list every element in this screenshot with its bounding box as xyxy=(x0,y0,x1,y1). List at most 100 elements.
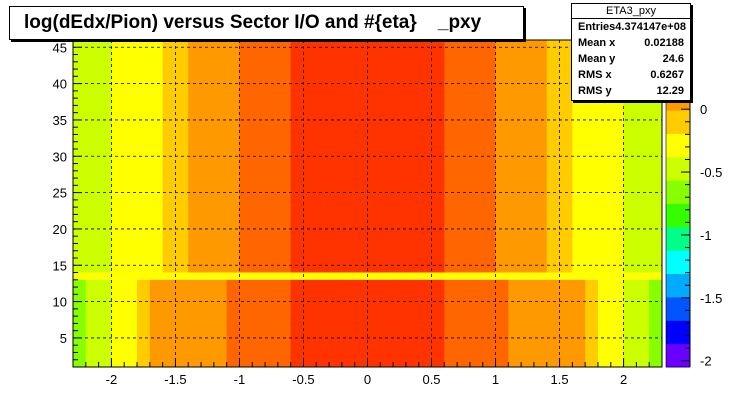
heatmap-cell xyxy=(252,40,266,273)
stats-row: Mean x 0.02188 xyxy=(572,35,690,51)
heatmap-cell xyxy=(585,279,599,367)
stats-label: RMS y xyxy=(578,85,612,97)
heatmap-cell xyxy=(636,279,650,367)
heatmap-cell xyxy=(431,40,445,273)
heatmap-cell xyxy=(226,40,240,273)
y-axis: 5 10 15 20 25 30 35 40 45 xyxy=(53,39,82,368)
x-tick-label: -2 xyxy=(106,372,118,387)
heatmap-cell xyxy=(597,279,612,367)
chart-title: log(dEdx/Pion) versus Sector I/O and #{e… xyxy=(9,6,524,40)
heatmap-cell xyxy=(201,272,215,280)
heatmap-cell xyxy=(265,272,279,280)
heatmap-cell xyxy=(111,272,125,280)
heatmap-cell xyxy=(457,279,471,367)
heatmap-cell xyxy=(495,272,509,280)
heatmap-cell xyxy=(98,279,112,367)
stats-value: 4.374147e+08 xyxy=(615,21,686,33)
heatmap-cell xyxy=(137,40,151,273)
stats-value: 0.6267 xyxy=(650,69,684,81)
z-tick-label: -1 xyxy=(700,228,712,243)
heatmap-cell xyxy=(188,279,202,367)
heatmap-cell xyxy=(213,40,228,273)
heatmap-cell xyxy=(546,279,561,367)
heatmap-cell xyxy=(482,272,497,280)
heatmap-cell xyxy=(469,272,484,280)
heatmap-cell xyxy=(380,279,394,367)
y-tick-label: 40 xyxy=(53,77,67,92)
stats-box: ETA3_pxy Entries 4.374147e+08 Mean x 0.021… xyxy=(571,3,691,101)
heatmap-cell xyxy=(111,40,125,273)
heatmap-cell xyxy=(124,272,138,280)
heatmap-cell xyxy=(444,272,458,280)
grid-lines xyxy=(73,40,662,367)
heatmap-cell xyxy=(303,272,317,280)
heatmap-cell xyxy=(149,279,164,367)
heatmap-cell xyxy=(341,40,356,273)
heatmap-cell xyxy=(431,272,445,280)
heatmap-cell xyxy=(585,272,599,280)
heatmap-cell xyxy=(418,279,433,367)
y-tick-label: 30 xyxy=(53,149,67,164)
stats-value: 12.29 xyxy=(656,85,684,97)
x-tick-label: 1 xyxy=(492,372,499,387)
heatmap-cell xyxy=(252,272,266,280)
y-tick-label: 15 xyxy=(53,258,67,273)
heatmap-cell xyxy=(418,272,433,280)
heatmap-cell xyxy=(85,272,100,280)
heatmap-cell xyxy=(533,279,548,367)
heatmap-cell xyxy=(98,272,112,280)
heatmap-cell xyxy=(175,279,189,367)
heatmap-cell xyxy=(239,279,253,367)
heatmap-cell xyxy=(162,272,176,280)
heatmap-cell xyxy=(380,272,394,280)
heatmap-cell xyxy=(610,279,625,367)
heatmap-cell xyxy=(444,40,458,273)
heatmap-cell xyxy=(329,279,343,367)
palette-swatch xyxy=(666,320,690,345)
stats-name: ETA3_pxy xyxy=(572,4,690,19)
z-tick-label: 0 xyxy=(700,102,707,117)
heatmap-cell xyxy=(290,272,304,280)
stats-row: Entries 4.374147e+08 xyxy=(572,19,690,35)
y-tick-label: 45 xyxy=(53,40,67,55)
heatmap-cell xyxy=(303,40,317,273)
stats-label: Entries xyxy=(578,21,616,33)
stats-label: RMS x xyxy=(578,69,612,81)
heatmap-cell xyxy=(188,272,202,280)
heatmap-cell xyxy=(201,279,215,367)
stats-label: Mean x xyxy=(578,37,616,49)
y-tick-label: 35 xyxy=(53,113,67,128)
heatmap-cell xyxy=(226,272,240,280)
heatmap-cell xyxy=(405,272,420,280)
palette-swatch xyxy=(666,110,690,134)
heatmap-cell xyxy=(341,272,356,280)
z-tick-label: -2 xyxy=(700,354,712,369)
heatmap-cell xyxy=(508,272,522,280)
heatmap-cell xyxy=(85,279,100,367)
heatmap-cell xyxy=(533,40,548,273)
heatmap-cell xyxy=(354,279,368,367)
z-tick-label: -1.5 xyxy=(700,291,722,306)
y-tick-label: 10 xyxy=(53,295,67,310)
heatmap-cell xyxy=(124,279,138,367)
x-tick-label: 2 xyxy=(620,372,627,387)
heatmap-cell xyxy=(329,272,343,280)
palette-swatch xyxy=(666,203,690,228)
heatmap-cell xyxy=(149,40,164,273)
heatmap-cell xyxy=(124,40,138,273)
heatmap-cell xyxy=(431,279,445,367)
palette-swatch xyxy=(666,296,690,321)
heatmap-cell xyxy=(265,279,279,367)
heatmap-cell xyxy=(149,272,164,280)
heatmap-cell xyxy=(290,279,304,367)
heatmap-cell xyxy=(469,279,484,367)
palette-swatch xyxy=(666,133,690,158)
heatmap-cell xyxy=(482,279,497,367)
heatmap-cell xyxy=(239,272,253,280)
palette-swatch xyxy=(666,343,690,368)
heatmap-cell xyxy=(329,40,343,273)
heatmap-cell xyxy=(610,272,625,280)
heatmap-cell xyxy=(277,272,292,280)
heatmap-cell xyxy=(226,279,240,367)
heatmap-cell xyxy=(508,40,522,273)
